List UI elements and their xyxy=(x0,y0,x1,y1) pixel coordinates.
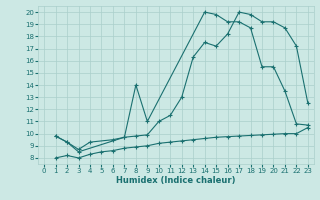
X-axis label: Humidex (Indice chaleur): Humidex (Indice chaleur) xyxy=(116,176,236,185)
